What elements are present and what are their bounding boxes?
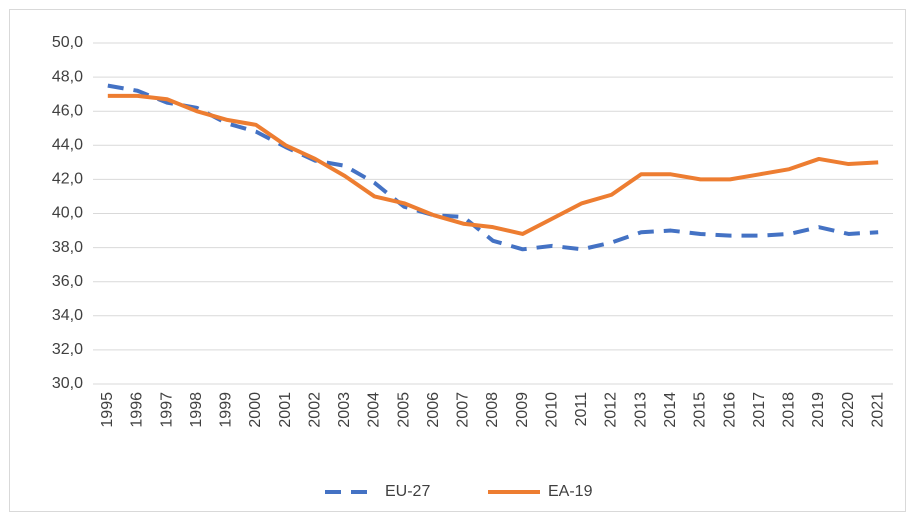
x-tick-label: 2010 — [543, 392, 560, 428]
x-tick-label: 2020 — [840, 392, 857, 428]
y-tick-label: 34,0 — [52, 307, 83, 324]
y-tick-label: 36,0 — [52, 273, 83, 290]
x-tick-label: 2021 — [869, 392, 886, 428]
line-series — [107, 83, 879, 252]
x-tick-label: 2006 — [425, 392, 442, 428]
x-tick-label: 2000 — [247, 392, 264, 428]
legend-label: EU-27 — [385, 483, 430, 500]
x-tick-label: 2001 — [277, 392, 294, 428]
y-tick-label: 32,0 — [52, 341, 83, 358]
x-tick-label: 2005 — [395, 392, 412, 428]
x-tick-label: 1999 — [218, 392, 235, 428]
x-tick-label: 2018 — [781, 392, 798, 428]
x-tick-label: 2014 — [662, 392, 679, 428]
y-tick-label: 38,0 — [52, 239, 83, 256]
legend-label: EA-19 — [548, 483, 593, 500]
x-tick-label: 2013 — [632, 392, 649, 428]
x-tick-label: 2017 — [751, 392, 768, 428]
x-tick-label: 1996 — [129, 392, 146, 428]
y-tick-label: 42,0 — [52, 171, 83, 188]
line-series — [107, 93, 879, 236]
x-tick-label: 1997 — [158, 392, 175, 428]
x-tick-label: 2015 — [692, 392, 709, 428]
x-tick-label: 2012 — [603, 392, 620, 428]
x-tick-label: 2011 — [573, 392, 590, 427]
y-tick-label: 50,0 — [52, 34, 83, 51]
y-tick-label: 44,0 — [52, 137, 83, 154]
x-tick-label: 1995 — [99, 392, 116, 428]
y-tick-label: 40,0 — [52, 205, 83, 222]
x-tick-label: 2016 — [721, 392, 738, 428]
chart-border — [9, 9, 906, 512]
x-tick-label: 2007 — [455, 392, 472, 428]
x-tick-label: 2003 — [336, 392, 353, 428]
x-tick-label: 1998 — [188, 392, 205, 428]
y-tick-label: 46,0 — [52, 102, 83, 119]
y-tick-label: 30,0 — [52, 375, 83, 392]
y-tick-label: 48,0 — [52, 68, 83, 85]
x-tick-label: 2009 — [514, 392, 531, 428]
x-tick-label: 2004 — [366, 392, 383, 428]
x-tick-label: 2008 — [484, 392, 501, 428]
x-tick-label: 2002 — [306, 392, 323, 428]
x-tick-label: 2019 — [810, 392, 827, 428]
